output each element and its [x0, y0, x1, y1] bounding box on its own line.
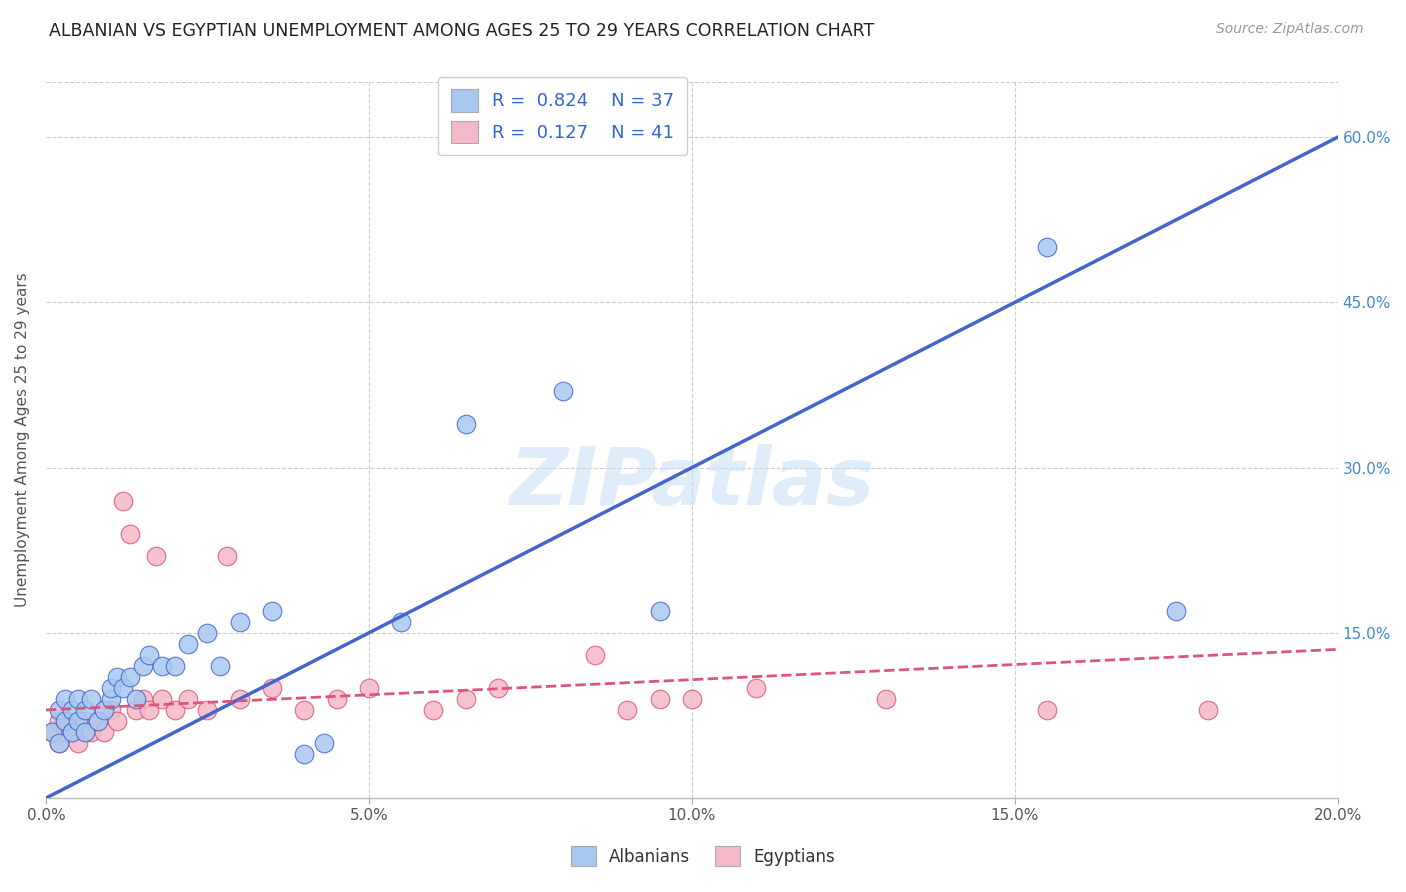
Point: [86, 714, 108, 728]
Point: [112, 493, 135, 508]
Point: [105, 714, 128, 728]
Point: [292, 747, 315, 761]
Point: [583, 648, 606, 662]
Text: ALBANIAN VS EGYPTIAN UNEMPLOYMENT AMONG AGES 25 TO 29 YEARS CORRELATION CHART: ALBANIAN VS EGYPTIAN UNEMPLOYMENT AMONG …: [49, 22, 875, 40]
Point: [1036, 240, 1059, 254]
Point: [53, 714, 76, 728]
Point: [73, 714, 96, 728]
Point: [228, 692, 250, 706]
Point: [60, 725, 83, 739]
Point: [486, 681, 509, 695]
Point: [118, 526, 141, 541]
Point: [41, 725, 63, 739]
Point: [177, 692, 200, 706]
Point: [132, 659, 155, 673]
Point: [648, 692, 671, 706]
Point: [132, 692, 155, 706]
Point: [125, 703, 148, 717]
Y-axis label: Unemployment Among Ages 25 to 29 years: Unemployment Among Ages 25 to 29 years: [15, 273, 30, 607]
Point: [100, 681, 122, 695]
Point: [260, 681, 283, 695]
Point: [125, 692, 148, 706]
Point: [197, 625, 219, 640]
Point: [67, 714, 90, 728]
Point: [292, 703, 315, 717]
Point: [60, 725, 83, 739]
Point: [53, 692, 76, 706]
Point: [165, 703, 187, 717]
Point: [67, 736, 90, 750]
Point: [312, 736, 335, 750]
Point: [118, 670, 141, 684]
Point: [1036, 703, 1059, 717]
Point: [93, 703, 115, 717]
Point: [357, 681, 380, 695]
Point: [86, 714, 108, 728]
Point: [616, 703, 638, 717]
Point: [48, 736, 70, 750]
Point: [48, 714, 70, 728]
Point: [80, 692, 103, 706]
Point: [228, 615, 250, 629]
Point: [551, 384, 574, 398]
Point: [73, 703, 96, 717]
Point: [138, 703, 160, 717]
Point: [215, 549, 238, 563]
Point: [1166, 604, 1188, 618]
Point: [1198, 703, 1220, 717]
Point: [67, 714, 90, 728]
Point: [422, 703, 444, 717]
Point: [177, 637, 200, 651]
Point: [100, 692, 122, 706]
Point: [209, 659, 232, 673]
Point: [48, 736, 70, 750]
Legend: R =  0.824    N = 37, R =  0.127    N = 41: R = 0.824 N = 37, R = 0.127 N = 41: [439, 77, 688, 155]
Point: [100, 703, 122, 717]
Point: [60, 703, 83, 717]
Text: Source: ZipAtlas.com: Source: ZipAtlas.com: [1216, 22, 1364, 37]
Text: ZIPatlas: ZIPatlas: [509, 444, 875, 522]
Point: [67, 692, 90, 706]
Point: [112, 681, 135, 695]
Point: [41, 725, 63, 739]
Point: [138, 648, 160, 662]
Point: [745, 681, 768, 695]
Point: [48, 703, 70, 717]
Point: [150, 692, 173, 706]
Point: [145, 549, 167, 563]
Point: [454, 417, 477, 431]
Point: [648, 604, 671, 618]
Point: [53, 714, 76, 728]
Legend: Albanians, Egyptians: Albanians, Egyptians: [564, 839, 842, 873]
Point: [53, 725, 76, 739]
Point: [197, 703, 219, 717]
Point: [150, 659, 173, 673]
Point: [260, 604, 283, 618]
Point: [105, 670, 128, 684]
Point: [389, 615, 412, 629]
Point: [80, 725, 103, 739]
Point: [73, 725, 96, 739]
Point: [325, 692, 347, 706]
Point: [681, 692, 703, 706]
Point: [93, 725, 115, 739]
Point: [875, 692, 897, 706]
Point: [454, 692, 477, 706]
Point: [165, 659, 187, 673]
